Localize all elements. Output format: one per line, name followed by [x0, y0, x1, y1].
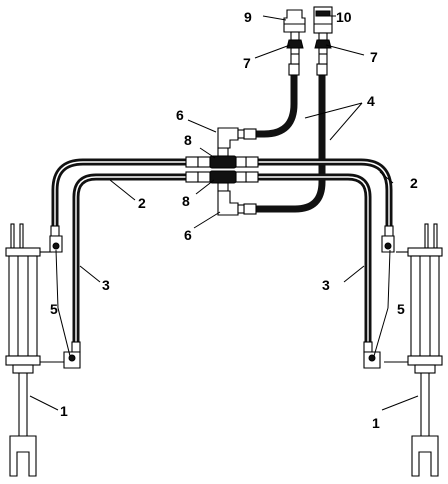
hose-3-left: [72, 173, 188, 348]
callout-2-right: 2: [410, 175, 418, 191]
callout-6-bottom: 6: [184, 227, 192, 243]
callout-10: 10: [336, 9, 352, 25]
callout-6-top: 6: [176, 107, 184, 123]
right-cylinder-assembly: [384, 223, 443, 477]
left-cylinder-assembly: [5, 223, 64, 477]
callout-7-right: 7: [370, 49, 378, 65]
coupler-assembly: [283, 6, 333, 65]
hose-set: [51, 74, 393, 348]
callout-3-right: 3: [322, 277, 330, 293]
elbow-fittings: [217, 127, 245, 216]
callout-5-left: 5: [50, 301, 58, 317]
callout-3-left: 3: [102, 277, 110, 293]
callout-8-bottom: 8: [182, 193, 190, 209]
callout-4: 4: [367, 93, 375, 109]
callout-9: 9: [244, 9, 252, 25]
callout-1-right: 1: [372, 415, 380, 431]
leader-lines: [29, 15, 419, 411]
callout-7-left: 7: [243, 55, 251, 71]
callout-8-top: 8: [184, 132, 192, 148]
hose-4-right: [246, 74, 326, 213]
port-fittings: [49, 235, 395, 369]
callout-5-right: 5: [397, 301, 405, 317]
callout-2-left: 2: [138, 195, 146, 211]
hose-ferrules: [50, 63, 394, 353]
tee-fittings: [197, 147, 247, 192]
callout-1-left: 1: [60, 403, 68, 419]
hose-4-left: [246, 74, 298, 138]
callout-labels: 1 1 2 2 3 3 4 5 5 6 6 7 7 8 8 9 10: [50, 9, 418, 431]
